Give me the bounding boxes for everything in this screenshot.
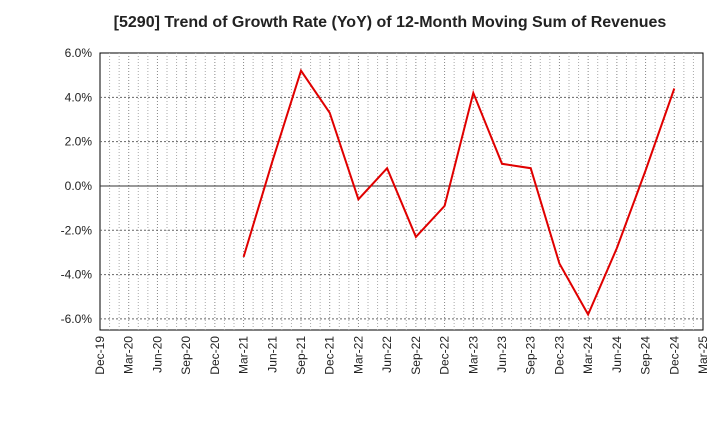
chart-title: [5290] Trend of Growth Rate (YoY) of 12-…: [113, 14, 667, 31]
y-tick-label: -6.0%: [61, 312, 93, 326]
x-tick-label: Jun-21: [265, 336, 279, 373]
x-tick-label: Jun-22: [380, 336, 394, 373]
x-tick-label: Sep-20: [179, 336, 193, 375]
x-tick-label: Sep-24: [639, 336, 653, 375]
x-tick-label: Dec-24: [667, 336, 681, 375]
x-tick-label: Jun-24: [610, 336, 624, 373]
x-tick-label: Dec-22: [438, 336, 452, 375]
x-tick-label: Dec-23: [552, 336, 566, 375]
y-tick-label: 4.0%: [65, 90, 93, 104]
x-tick-label: Sep-23: [524, 336, 538, 375]
x-tick-label: Mar-20: [122, 336, 136, 374]
y-tick-label: 2.0%: [65, 135, 93, 149]
x-tick-label: Dec-21: [323, 336, 337, 375]
grid-lines: [100, 53, 703, 330]
series-lines: [242, 68, 676, 317]
x-tick-label: Jun-23: [495, 336, 509, 373]
x-tick-label: Jun-20: [150, 336, 164, 373]
x-tick-label: Sep-22: [409, 336, 423, 375]
y-tick-label: 0.0%: [65, 179, 93, 193]
x-tick-label: Sep-21: [294, 336, 308, 375]
y-tick-label: 6.0%: [65, 46, 93, 60]
y-axis-labels: 6.0% 4.0% 2.0% 0.0% -2.0% -4.0% -6.0%: [61, 46, 93, 326]
y-tick-label: -2.0%: [61, 223, 93, 237]
x-tick-label: Dec-20: [208, 336, 222, 375]
x-tick-label: Mar-23: [466, 336, 480, 374]
x-axis-labels: Dec-19 Mar-20 Jun-20 Sep-20 Dec-20 Mar-21 Jun-…: [93, 336, 710, 375]
x-tick-label: Mar-22: [351, 336, 365, 374]
x-tick-label: Mar-21: [237, 336, 251, 374]
y-tick-label: -4.0%: [61, 268, 93, 282]
x-tick-label: Mar-24: [581, 336, 595, 374]
series-line: [242, 68, 676, 317]
x-tick-label: Mar-25: [696, 336, 710, 374]
x-tick-label: Dec-19: [93, 336, 107, 375]
plot-area: [99, 52, 704, 331]
